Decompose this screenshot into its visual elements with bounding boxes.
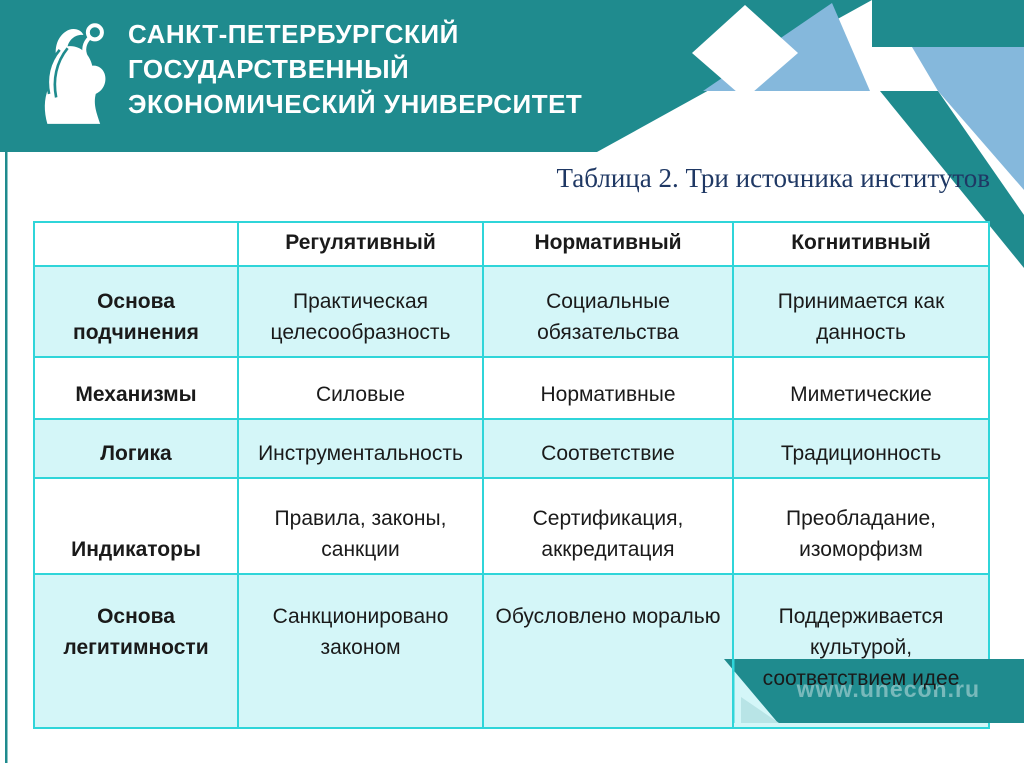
top-right-rect (872, 0, 1024, 47)
university-griffin-logo (44, 23, 106, 124)
row-header-cell: Основа подчинения (33, 265, 239, 358)
corner-header-cell (33, 221, 239, 267)
table-row: Индикаторы Правила, законы, санкции Серт… (33, 477, 990, 575)
data-cell: Санкционировано законом (237, 573, 484, 729)
header-band: САНКТ-ПЕТЕРБУРГСКИЙ ГОСУДАРСТВЕННЫЙ ЭКОН… (0, 0, 660, 152)
table-row: Основа подчинения Практическая целесообр… (33, 265, 990, 358)
data-cell: Сертификация, аккредитация (482, 477, 734, 575)
row-header-cell: Основа легитимности (33, 573, 239, 729)
row-header-cell: Индикаторы (33, 477, 239, 575)
university-name: САНКТ-ПЕТЕРБУРГСКИЙ ГОСУДАРСТВЕННЫЙ ЭКОН… (128, 17, 582, 122)
slide-title: Таблица 2. Три источника институтов (556, 163, 990, 193)
watermark-url: www.unecon.ru (796, 676, 980, 702)
data-cell: Миметические (732, 356, 990, 420)
row-header-cell: Логика (33, 418, 239, 479)
data-cell: Преобладание, изоморфизм (732, 477, 990, 575)
table-header-row: Регулятивный Нормативный Когнитивный (33, 221, 990, 267)
blue-triangle (703, 3, 870, 91)
data-cell: Соответствие (482, 418, 734, 479)
data-cell: Инструментальность (237, 418, 484, 479)
table-row: Основа легитимности Санкционировано зако… (33, 573, 990, 729)
data-cell: Нормативные (482, 356, 734, 420)
column-header-cell: Когнитивный (732, 221, 990, 267)
university-name-line: ЭКОНОМИЧЕСКИЙ УНИВЕРСИТЕТ (128, 89, 583, 119)
data-cell: Обусловлено моралью (482, 573, 734, 729)
data-cell: Правила, законы, санкции (237, 477, 484, 575)
column-header-cell: Регулятивный (237, 221, 484, 267)
data-cell: Практическая целесообразность (237, 265, 484, 358)
data-cell: Принимается как данность (732, 265, 990, 358)
table-row: Логика Инструментальность Соответствие Т… (33, 418, 990, 479)
white-diamond (692, 5, 798, 99)
institutions-table: Регулятивный Нормативный Когнитивный Осн… (33, 221, 990, 729)
data-cell: Силовые (237, 356, 484, 420)
left-edge-line (5, 152, 8, 763)
column-header-cell: Нормативный (482, 221, 734, 267)
row-header-cell: Механизмы (33, 356, 239, 420)
data-cell: Поддерживается культурой, соответствием … (732, 573, 990, 729)
data-cell: Традиционность (732, 418, 990, 479)
university-name-line: САНКТ-ПЕТЕРБУРГСКИЙ (128, 19, 459, 49)
data-cell: Социальные обязательства (482, 265, 734, 358)
university-name-line: ГОСУДАРСТВЕННЫЙ (128, 54, 410, 84)
table-row: Механизмы Силовые Нормативные Миметическ… (33, 356, 990, 420)
